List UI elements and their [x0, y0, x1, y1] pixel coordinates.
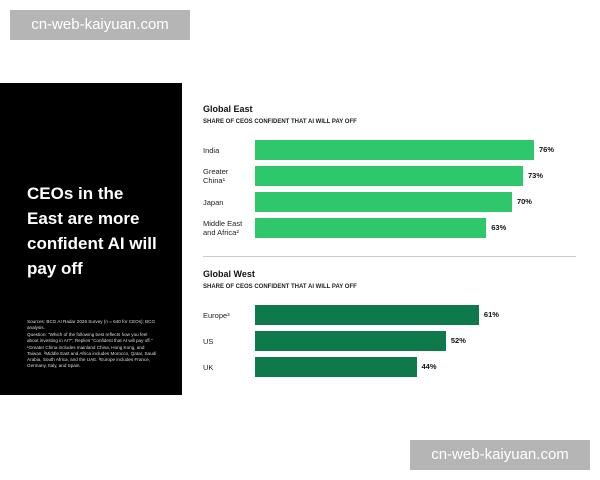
value-label: 76% [539, 145, 555, 154]
value-label: 61% [483, 310, 499, 319]
value-label: 70% [516, 197, 532, 206]
category-label: Middle East and Africa² [203, 219, 243, 237]
value-label: 73% [527, 171, 543, 180]
category-label: India [203, 145, 220, 155]
value-label: 52% [450, 336, 466, 345]
chart-subtitle: SHARE OF CEOS CONFIDENT THAT AI WILL PAY… [203, 119, 357, 125]
bar [255, 192, 512, 212]
category-label: Europe³ [203, 310, 230, 320]
chart-subtitle: SHARE OF CEOS CONFIDENT THAT AI WILL PAY… [203, 284, 357, 290]
note: Question: "Which of the following best r… [27, 332, 153, 343]
bar [255, 166, 523, 186]
category-label: Japan [203, 197, 224, 207]
watermark: cn-web-kaiyuan.com [10, 10, 190, 40]
watermark: cn-web-kaiyuan.com [410, 440, 590, 470]
bar [255, 357, 417, 377]
notes: Sources: BCG AI Radar 2026 Survey (n = 6… [27, 319, 159, 370]
headline: CEOs in the East are more confident AI w… [27, 184, 157, 278]
bar [255, 305, 479, 325]
chart-title: Global West [203, 269, 255, 279]
category-label: Greater China¹ [203, 167, 229, 185]
value-label: 44% [421, 362, 437, 371]
bar [255, 140, 534, 160]
category-label: UK [203, 362, 214, 372]
separator [203, 256, 576, 257]
note: ¹Greater China includes mainland China, … [27, 345, 157, 368]
bar [255, 331, 446, 351]
side-panel: CEOs in the East are more confident AI w… [0, 83, 182, 395]
value-label: 63% [491, 223, 507, 232]
chart-title: Global East [203, 104, 253, 114]
note: Sources: BCG AI Radar 2026 Survey (n = 6… [27, 319, 156, 330]
category-label: US [203, 336, 214, 346]
bar [255, 218, 487, 238]
